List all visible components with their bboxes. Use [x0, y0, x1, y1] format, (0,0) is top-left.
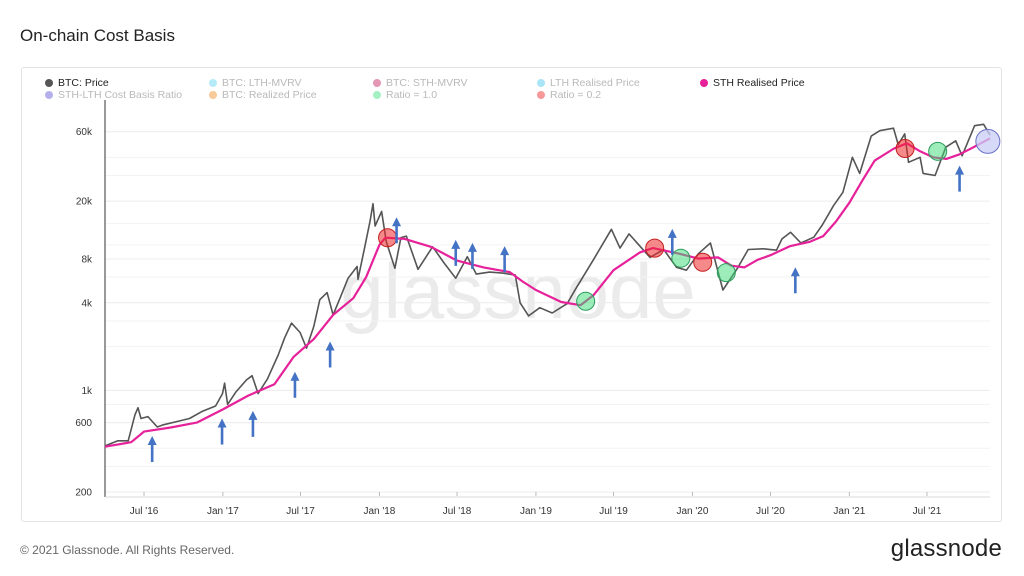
- x-tick-label: Jan '19: [520, 506, 552, 517]
- x-tick-label: Jul '21: [913, 506, 942, 517]
- marker-ratio-0-2: [378, 228, 398, 248]
- legend-swatch: [373, 79, 381, 87]
- legend-item-btc-price[interactable]: BTC: Price: [45, 77, 109, 89]
- legend-label: STH Realised Price: [713, 77, 805, 89]
- x-tick-label: Jul '17: [286, 506, 315, 517]
- arrow-head: [217, 418, 227, 428]
- up-arrow: [217, 418, 227, 445]
- arrow-head: [451, 239, 461, 249]
- legend-swatch: [209, 79, 217, 87]
- legend-label: Ratio = 0.2: [550, 89, 602, 101]
- up-arrow: [667, 228, 677, 255]
- x-tick-label: Jul '16: [130, 506, 159, 517]
- arrow-head: [790, 267, 800, 277]
- legend-item-sth-lth-cost-basis-ratio[interactable]: STH-LTH Cost Basis Ratio: [45, 89, 182, 101]
- arrow-head: [392, 217, 402, 227]
- legend-label: BTC: Price: [58, 77, 109, 89]
- legend-item-ratio-0-2[interactable]: Ratio = 0.2: [537, 89, 601, 101]
- x-tick-label: Jan '21: [833, 506, 865, 517]
- legend-item-btc-lth-mvrv[interactable]: BTC: LTH-MVRV: [209, 77, 302, 89]
- arrow-head: [500, 246, 510, 256]
- page-title: On-chain Cost Basis: [20, 26, 175, 45]
- copyright-footer: © 2021 Glassnode. All Rights Reserved.: [20, 543, 235, 557]
- chart-axes: 200 600 1k 4k 8k 20k 60k Jul '16 Jan '17 Jul '17 J…: [75, 100, 990, 517]
- y-tick-label: 8k: [81, 255, 93, 266]
- legend-swatch: [45, 79, 53, 87]
- y-tick-label: 4k: [81, 298, 93, 309]
- up-arrow: [290, 371, 300, 398]
- marker-current: [975, 128, 1001, 154]
- legend-label: BTC: STH-MVRV: [386, 77, 468, 89]
- up-arrow: [500, 246, 510, 273]
- up-arrow: [451, 239, 461, 266]
- y-tick-label: 60k: [76, 127, 93, 138]
- legend-item-btc-realized-price[interactable]: BTC: Realized Price: [209, 89, 317, 101]
- brand-logo: glassnode: [890, 535, 1002, 562]
- legend-label: STH-LTH Cost Basis Ratio: [58, 89, 183, 101]
- x-tick-label: Jan '17: [207, 506, 239, 517]
- legend-item-lth-realised-price[interactable]: LTH Realised Price: [537, 77, 640, 89]
- up-arrow: [467, 242, 477, 269]
- arrow-head: [667, 228, 677, 238]
- arrow-head: [147, 436, 157, 446]
- up-arrow: [147, 436, 157, 463]
- legend-item-btc-sth-mvrv[interactable]: BTC: STH-MVRV: [373, 77, 467, 89]
- chart-markers: [378, 128, 1001, 311]
- x-tick-label: Jul '20: [756, 506, 785, 517]
- chart-panel: [21, 67, 1002, 522]
- legend-swatch: [537, 91, 545, 99]
- marker-ratio-0-2: [895, 139, 915, 159]
- chart-gridlines: [105, 131, 990, 493]
- chart-series: [104, 123, 991, 448]
- marker-ratio-0-2: [693, 252, 713, 272]
- marker-ratio-1-0: [928, 141, 948, 161]
- series-line-btc-price: [104, 123, 991, 447]
- marker-ratio-0-2: [645, 238, 665, 258]
- x-tick-label: Jan '20: [676, 506, 708, 517]
- up-arrow: [325, 341, 335, 368]
- x-tick-label: Jan '18: [363, 506, 395, 517]
- chart-arrows: [147, 165, 965, 463]
- legend-item-sth-realised-price[interactable]: STH Realised Price: [700, 77, 805, 89]
- legend-item-ratio-1-0[interactable]: Ratio = 1.0: [373, 89, 437, 101]
- arrow-head: [248, 410, 258, 420]
- arrow-head: [325, 341, 335, 351]
- marker-ratio-1-0: [576, 291, 596, 311]
- legend-label: Ratio = 1.0: [386, 89, 438, 101]
- up-arrow: [955, 165, 965, 192]
- up-arrow: [790, 267, 800, 294]
- y-tick-label: 1k: [81, 386, 93, 397]
- legend-swatch: [537, 79, 545, 87]
- y-tick-label: 200: [75, 488, 92, 499]
- x-tick-label: Jul '18: [443, 506, 472, 517]
- legend-swatch: [373, 91, 381, 99]
- marker-ratio-1-0: [671, 248, 691, 268]
- marker-ratio-1-0: [716, 263, 736, 283]
- legend-swatch: [45, 91, 53, 99]
- up-arrow: [392, 217, 402, 244]
- legend-swatch: [700, 79, 708, 87]
- legend-label: BTC: Realized Price: [222, 89, 317, 101]
- y-tick-label: 600: [75, 418, 92, 429]
- series-line-sth-realised-price: [104, 137, 991, 448]
- legend-swatch: [209, 91, 217, 99]
- x-tick-label: Jul '19: [599, 506, 628, 517]
- y-tick-label: 20k: [76, 197, 93, 208]
- legend-label: BTC: LTH-MVRV: [222, 77, 302, 89]
- arrow-head: [467, 242, 477, 252]
- arrow-head: [955, 165, 965, 175]
- legend-label: LTH Realised Price: [550, 77, 640, 89]
- arrow-head: [290, 371, 300, 381]
- up-arrow: [248, 410, 258, 437]
